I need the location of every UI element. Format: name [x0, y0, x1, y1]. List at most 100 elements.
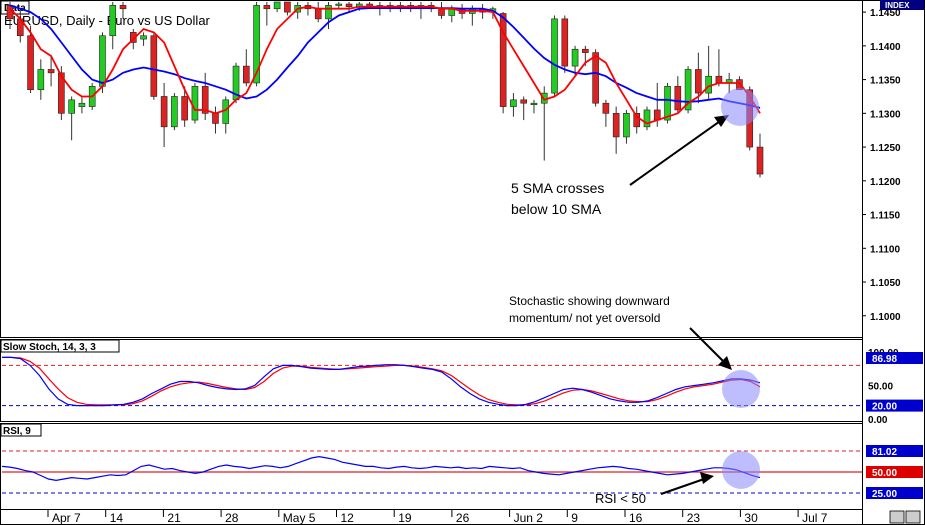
rsi-badge-value: 81.02 — [872, 447, 897, 458]
price-tick-label: 1.1000 — [870, 312, 901, 323]
candle-body — [181, 96, 188, 121]
candle-body — [58, 72, 65, 114]
rsi-badge-value: 25.00 — [872, 489, 897, 500]
candle-body — [684, 69, 692, 111]
candle-body — [253, 5, 260, 84]
candle-body — [530, 102, 538, 106]
candle-body — [150, 35, 158, 97]
price-tick-label: 1.1100 — [870, 244, 900, 255]
scroll-left-button[interactable] — [889, 510, 905, 524]
candle-body — [695, 69, 702, 94]
candle-body — [705, 75, 712, 94]
date-tick-label: Jul 7 — [802, 511, 828, 525]
date-tick-label: 14 — [110, 511, 124, 525]
candle-body — [68, 99, 75, 114]
date-tick-label: 30 — [744, 511, 758, 525]
sma10-line — [9, 4, 761, 109]
candle-body — [222, 99, 230, 124]
price-axis: 1.1450 1.1400 1.1350 1.1300 1.1250 1.1200 1.11… — [862, 8, 901, 323]
candle-body — [602, 102, 610, 114]
annotation-stoch-line2: momentum/ not yet oversold — [509, 311, 660, 325]
stoch-badge-value: 20.00 — [872, 402, 897, 413]
date-tick-label: 21 — [167, 511, 181, 525]
candle-body — [160, 96, 168, 128]
arrow-sma — [629, 118, 724, 186]
stoch-label-box — [0, 339, 120, 353]
candle-body — [623, 113, 630, 138]
sma5-line — [9, 5, 761, 125]
candle-body — [325, 5, 332, 20]
rsi-badge-bg — [866, 445, 923, 457]
candle-body — [520, 99, 527, 104]
candle-body — [243, 65, 250, 84]
stoch-tick-label: 50.00 — [868, 382, 893, 393]
xaxis-frame — [0, 509, 863, 525]
index-label: INDEX — [885, 1, 910, 10]
date-tick-label: 26 — [456, 511, 470, 525]
rsi-label: RSI, 9 — [3, 426, 31, 437]
candle-body — [633, 113, 641, 128]
candle-body — [499, 13, 507, 107]
candle-body — [191, 86, 199, 121]
rsi-badge-bg — [866, 487, 923, 499]
annotation-sma-line1: 5 SMA crosses — [511, 180, 604, 196]
rsi: 81.02 50.00 25.00 — [1, 445, 923, 500]
annotation-stoch-line1: Stochastic showing downward — [509, 294, 670, 308]
highlight-rsi — [722, 451, 760, 489]
candle-body — [510, 99, 517, 107]
candle-body — [571, 48, 579, 67]
candle-body — [561, 18, 569, 67]
scroll-right-button[interactable] — [905, 510, 921, 524]
price-tick-label: 1.1200 — [870, 177, 901, 188]
highlight-sma-cross — [721, 88, 759, 126]
stoch-badge-value: 86.98 — [872, 354, 897, 365]
stoch-badge-bg — [866, 399, 923, 412]
candle-body — [284, 1, 291, 13]
candle-body — [212, 113, 219, 124]
candle-body — [27, 35, 34, 91]
date-tick-label: Apr 7 — [52, 511, 81, 525]
annotation-sma-line2: below 10 SMA — [511, 201, 602, 217]
candle-body — [664, 86, 671, 121]
rsi-badge-value: 50.00 — [872, 468, 897, 479]
date-tick-label: 28 — [225, 511, 239, 525]
stoch-panel-frame — [0, 339, 863, 422]
stoch-label: Slow Stoch, 14, 3, 3 — [3, 342, 96, 353]
date-axis: Apr 7 14 21 28 May 5 12 19 26 Jun 2 9 16 23 30 Jul 7 — [47, 510, 828, 525]
candle-body — [140, 35, 147, 40]
date-tick-label: 19 — [398, 511, 412, 525]
candle-body — [273, 1, 281, 10]
stoch-badge-bg — [866, 352, 923, 364]
candle-body — [314, 8, 322, 20]
candle-body — [715, 75, 723, 84]
date-tick-label: 9 — [571, 511, 578, 525]
candle-body — [674, 86, 682, 111]
candle-body — [263, 5, 271, 10]
candle-body — [47, 69, 55, 74]
candle-body — [201, 86, 209, 114]
candle-body — [171, 96, 178, 128]
date-tick-label: 12 — [341, 511, 355, 525]
price-tick-label: 1.1250 — [870, 143, 901, 154]
candle-body — [582, 48, 589, 53]
candle-body — [37, 69, 45, 91]
stoch-d-line — [2, 356, 761, 406]
candle-body — [643, 109, 651, 128]
chart-title: EURUSD, Daily - Euro vs US Dollar — [4, 13, 211, 28]
symbol-label: Data — [4, 3, 26, 14]
date-tick-label: 23 — [687, 511, 701, 525]
arrow-stoch — [689, 327, 728, 366]
date-tick-label: May 5 — [283, 511, 316, 525]
candle-body — [551, 18, 558, 94]
price-tick-label: 1.1400 — [870, 42, 901, 53]
arrowhead-rsi — [700, 472, 714, 484]
candle-body — [109, 5, 117, 37]
candle-body — [756, 146, 764, 175]
rsi-label-box — [0, 423, 42, 437]
index-label-box — [880, 0, 924, 10]
annotations: 5 SMA crosses below 10 SMA Stochastic sh… — [509, 88, 760, 506]
stoch-k-line — [2, 356, 761, 407]
candle-body — [119, 5, 127, 10]
